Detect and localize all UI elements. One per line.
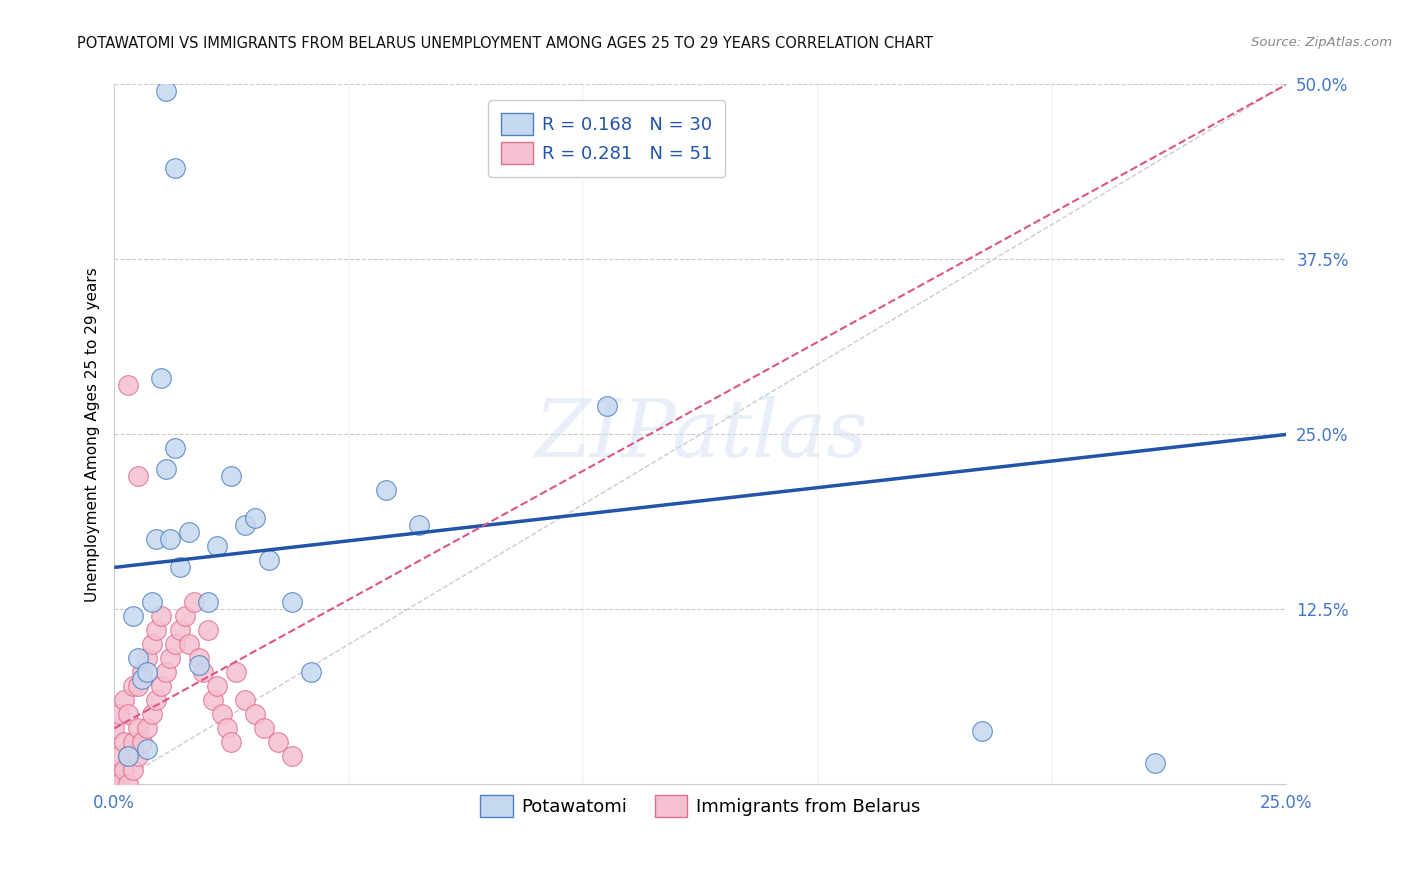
Point [299,665,322,680]
Point [155,85,177,99]
Point [131,673,153,687]
Point [1144,756,1167,771]
Point [193,665,215,680]
Point [136,742,159,756]
Point [179,525,201,540]
Point [117,777,139,791]
Point [267,735,290,749]
Point [122,609,145,624]
Point [112,735,135,749]
Point [145,533,167,547]
Y-axis label: Unemployment Among Ages 25 to 29 years: Unemployment Among Ages 25 to 29 years [86,267,100,602]
Point [136,651,159,665]
Point [108,749,131,764]
Point [141,595,163,609]
Point [155,462,177,476]
Point [243,707,266,722]
Point [179,637,201,651]
Point [281,595,304,609]
Point [165,161,187,176]
Point [165,442,187,456]
Point [136,665,159,680]
Point [127,680,149,694]
Point [197,595,219,609]
Point [187,658,209,673]
Point [117,707,139,722]
Point [131,735,153,749]
Point [141,637,163,651]
Point [122,680,145,694]
Point [103,722,125,736]
Point [159,651,181,665]
Legend: Potawatomi, Immigrants from Belarus: Potawatomi, Immigrants from Belarus [472,788,928,824]
Point [215,722,238,736]
Point [108,777,131,791]
Point [112,764,135,778]
Point [408,518,430,533]
Text: ZIPatlas: ZIPatlas [534,396,868,473]
Point [117,378,139,392]
Point [970,724,993,739]
Point [173,609,195,624]
Text: POTAWATOMI VS IMMIGRANTS FROM BELARUS UNEMPLOYMENT AMONG AGES 25 TO 29 YEARS COR: POTAWATOMI VS IMMIGRANTS FROM BELARUS UN… [77,36,934,51]
Point [150,680,173,694]
Point [207,680,229,694]
Point [595,400,617,414]
Point [150,371,173,385]
Point [131,665,153,680]
Point [103,777,125,791]
Point [155,665,177,680]
Point [159,533,181,547]
Point [136,722,159,736]
Point [127,749,149,764]
Point [375,483,398,498]
Point [103,764,125,778]
Point [127,469,149,483]
Point [253,722,276,736]
Point [221,469,243,483]
Point [187,651,209,665]
Point [141,707,163,722]
Point [211,707,233,722]
Point [127,722,149,736]
Point [112,693,135,707]
Point [108,707,131,722]
Point [243,511,266,525]
Point [150,609,173,624]
Point [197,624,219,638]
Point [122,735,145,749]
Point [235,693,257,707]
Point [257,553,280,567]
Point [183,595,205,609]
Point [281,749,304,764]
Point [145,693,167,707]
Point [145,624,167,638]
Point [225,665,247,680]
Point [127,651,149,665]
Point [221,735,243,749]
Text: Source: ZipAtlas.com: Source: ZipAtlas.com [1251,36,1392,49]
Point [165,637,187,651]
Point [201,693,224,707]
Point [235,518,257,533]
Point [117,749,139,764]
Point [169,560,191,574]
Point [117,749,139,764]
Point [122,764,145,778]
Point [207,540,229,554]
Point [169,624,191,638]
